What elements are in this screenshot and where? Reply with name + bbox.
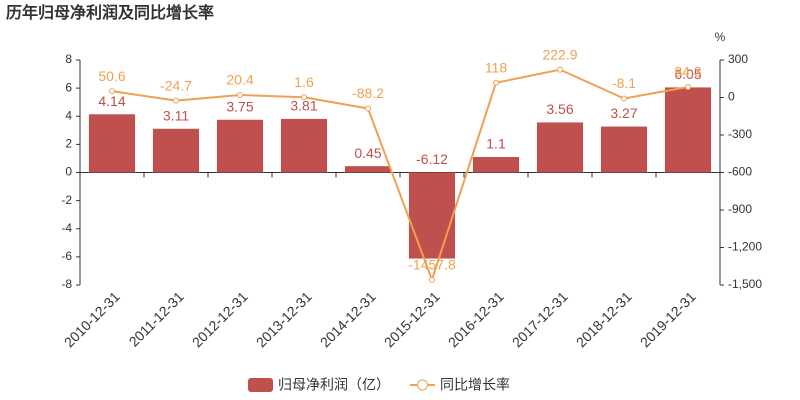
line	[111, 68, 689, 283]
bar-value-label: 6.05	[674, 66, 701, 82]
y-tick-label: -6	[61, 249, 72, 263]
y-tick-label: 4	[65, 108, 72, 122]
x-tick-label: 2015-12-31	[381, 288, 443, 350]
line-point	[685, 83, 691, 90]
y2-tick-label: -1,500	[728, 277, 762, 291]
line-value-label: 118	[485, 59, 508, 75]
line-point	[173, 97, 179, 104]
line-value-label: -8.1	[612, 75, 636, 91]
line-point	[557, 66, 563, 73]
line-value-label: 84.3	[674, 64, 701, 80]
x-tick-label: 2014-12-31	[317, 288, 379, 350]
line-value-label: 50.6	[98, 68, 125, 84]
y-tick-label: -2	[61, 193, 72, 207]
line-point	[493, 79, 499, 86]
bar-value-label: 0.45	[354, 145, 381, 161]
bar	[216, 119, 264, 173]
bar	[600, 126, 648, 173]
y-tick-label: -4	[61, 221, 72, 235]
legend-swatch	[248, 378, 273, 392]
bar	[152, 128, 200, 173]
x-tick-label: 2016-12-31	[445, 288, 507, 350]
x-tick-label: 2011-12-31	[126, 288, 187, 349]
y2-tick-label: -900	[728, 202, 752, 216]
y-tick-label: 6	[65, 80, 72, 94]
bar	[88, 114, 136, 173]
y2-tick-label: -1,200	[728, 240, 762, 254]
line-value-label: -24.7	[160, 77, 192, 93]
y-tick-label: 8	[65, 52, 72, 66]
line-point	[109, 88, 115, 95]
line-point	[621, 95, 627, 102]
y2-unit: %	[715, 30, 726, 44]
bar-value-label: 3.81	[290, 98, 317, 114]
legend-label: 归母净利润（亿）	[278, 377, 390, 393]
line-point	[237, 91, 243, 98]
bar-value-label: 3.56	[546, 101, 573, 117]
line-value-label: 1.6	[294, 74, 314, 90]
bar	[408, 172, 456, 259]
line-point	[365, 105, 371, 112]
line-value-label: 222.9	[542, 46, 577, 62]
x-tick-label: 2018-12-31	[573, 288, 635, 350]
bar	[664, 87, 712, 173]
bar	[280, 118, 328, 173]
x-tick-label: 2012-12-31	[189, 288, 251, 350]
line-value-label: 20.4	[226, 72, 253, 88]
y2-tick-label: -600	[728, 165, 752, 179]
y-tick-label: -8	[61, 277, 72, 291]
bar-value-label: 3.27	[610, 105, 637, 121]
line-point	[429, 276, 435, 283]
line-point	[301, 94, 307, 101]
legend-label: 同比增长率	[440, 377, 510, 393]
bar-value-label: -6.12	[416, 151, 448, 167]
y2-tick-label: 0	[728, 90, 735, 104]
y-tick-label: 0	[65, 165, 72, 179]
bar-value-label: 1.1	[486, 136, 506, 152]
bar-value-label: 3.75	[226, 98, 253, 114]
bar	[472, 157, 520, 173]
bar-value-label: 4.14	[98, 93, 125, 109]
y2-tick-label: 300	[728, 52, 748, 66]
bar	[344, 166, 392, 173]
x-tick-label: 2010-12-31	[61, 288, 123, 350]
x-tick-label: 2019-12-31	[637, 288, 699, 350]
y2-tick-label: -300	[728, 127, 752, 141]
bar-value-label: 3.11	[163, 107, 189, 123]
y-tick-label: 2	[65, 137, 72, 151]
chart-title: 历年归母净利润及同比增长率	[6, 3, 214, 22]
legend-swatch	[417, 379, 428, 391]
line-value-label: -1457.8	[408, 256, 456, 272]
bar	[536, 122, 584, 173]
x-tick-label: 2017-12-31	[509, 288, 571, 350]
x-tick-label: 2013-12-31	[253, 288, 315, 350]
line-value-label: -88.2	[352, 85, 384, 101]
